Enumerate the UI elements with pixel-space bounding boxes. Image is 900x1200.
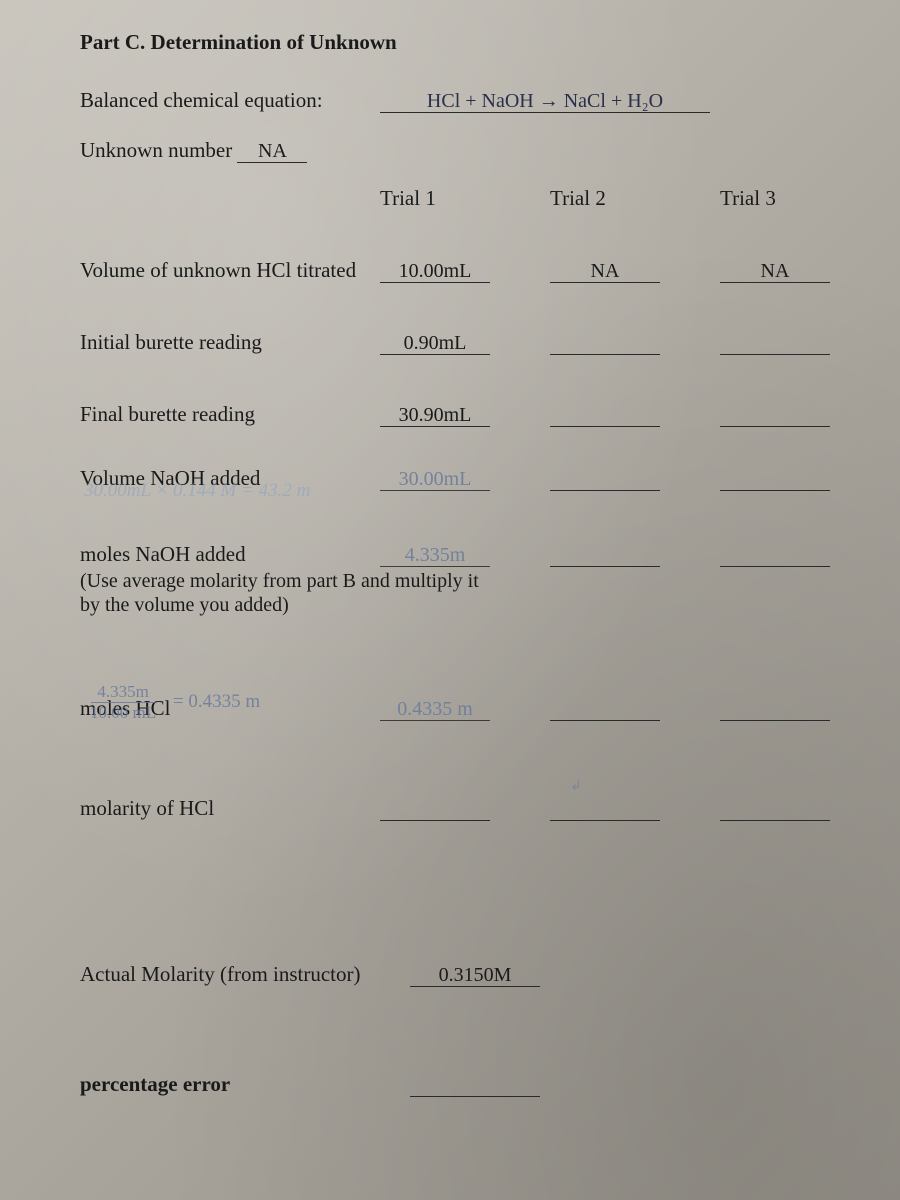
vol-naoh-t1: 30.00mL bbox=[380, 469, 490, 491]
moles-hcl-t1: 0.4335 m bbox=[380, 699, 490, 721]
label-moles-naoh: moles NaOH added bbox=[80, 541, 380, 567]
molarity-hcl-t2 bbox=[550, 799, 660, 821]
final-burette-t2 bbox=[550, 405, 660, 427]
unknown-label: Unknown number NA bbox=[80, 137, 307, 163]
row-actual-molarity: Actual Molarity (from instructor) 0.3150… bbox=[80, 951, 850, 987]
stray-arrow-mark: ↲ bbox=[570, 778, 582, 795]
init-burette-t1: 0.90mL bbox=[380, 333, 490, 355]
row-equation: Balanced chemical equation: HCl + NaOH →… bbox=[80, 77, 850, 113]
vol-hcl-t2: NA bbox=[550, 261, 660, 283]
vol-naoh-t3 bbox=[720, 469, 830, 491]
scratch-frac-top: 4.335m bbox=[91, 682, 154, 703]
worksheet-sheet: Part C. Determination of Unknown Balance… bbox=[70, 20, 860, 1180]
moles-naoh-t3 bbox=[720, 545, 830, 567]
moles-hcl-t2 bbox=[550, 699, 660, 721]
label-vol-hcl: Volume of unknown HCl titrated bbox=[80, 257, 380, 283]
pct-error-value bbox=[410, 1075, 540, 1097]
actual-molarity-value: 0.3150M bbox=[410, 965, 540, 987]
row-vol-hcl: Volume of unknown HCl titrated 10.00mL N… bbox=[80, 211, 850, 283]
row-pct-error: percentage error bbox=[80, 1061, 850, 1097]
label-actual-molarity: Actual Molarity (from instructor) bbox=[80, 961, 410, 987]
moles-naoh-t2 bbox=[550, 545, 660, 567]
scratch-calc-1: 30.00mL × 0.144 M = 43.2 m bbox=[84, 480, 310, 502]
moles-naoh-t1: 4.335m bbox=[380, 545, 490, 567]
final-burette-t1: 30.90mL bbox=[380, 405, 490, 427]
label-init-burette: Initial burette reading bbox=[80, 329, 380, 355]
scratch-frac-eq: = 0.4335 m bbox=[173, 691, 260, 712]
table-header-row: Trial 1 Trial 2 Trial 3 bbox=[80, 171, 850, 211]
final-burette-t3 bbox=[720, 405, 830, 427]
vol-hcl-t1: 10.00mL bbox=[380, 261, 490, 283]
unknown-label-pre: Unknown number bbox=[80, 138, 237, 162]
molarity-hcl-t1 bbox=[380, 799, 490, 821]
col-trial2: Trial 2 bbox=[550, 186, 720, 211]
init-burette-t3 bbox=[720, 333, 830, 355]
row-init-burette: Initial burette reading 0.90mL bbox=[80, 283, 850, 355]
row-molarity-hcl: molarity of HCl bbox=[80, 777, 850, 821]
scratch-fraction: 4.335m 10.00 mL bbox=[84, 682, 162, 723]
molarity-hcl-t3 bbox=[720, 799, 830, 821]
row-moles-naoh: moles NaOH added 4.335m bbox=[80, 517, 850, 567]
col-trial1: Trial 1 bbox=[380, 186, 550, 211]
note-moles-naoh: (Use average molarity from part B and mu… bbox=[80, 569, 480, 617]
vol-naoh-t2 bbox=[550, 469, 660, 491]
scratch-frac-bot: 10.00 mL bbox=[84, 703, 162, 723]
label-final-burette: Final burette reading bbox=[80, 401, 380, 427]
equation-value: HCl + NaOH → NaCl + H₂O bbox=[380, 91, 710, 113]
label-pct-error: percentage error bbox=[80, 1072, 230, 1096]
row-final-burette: Final burette reading 30.90mL bbox=[80, 355, 850, 427]
col-trial3: Trial 3 bbox=[720, 186, 890, 211]
label-molarity-hcl: molarity of HCl bbox=[80, 795, 380, 821]
init-burette-t2 bbox=[550, 333, 660, 355]
vol-hcl-t3: NA bbox=[720, 261, 830, 283]
equation-label: Balanced chemical equation: bbox=[80, 87, 380, 113]
unknown-value: NA bbox=[237, 141, 307, 163]
scratch-calc-2: 4.335m 10.00 mL = 0.4335 m bbox=[84, 682, 260, 723]
moles-hcl-t3 bbox=[720, 699, 830, 721]
section-title: Part C. Determination of Unknown bbox=[80, 30, 850, 55]
row-unknown-number: Unknown number NA bbox=[80, 127, 850, 163]
